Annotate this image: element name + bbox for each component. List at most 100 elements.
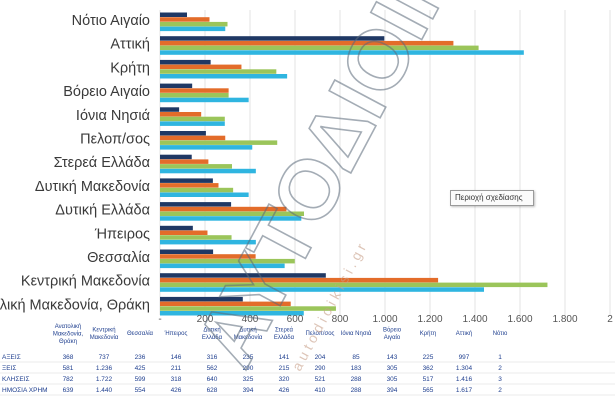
bar <box>160 131 206 136</box>
table-header: Νότιο <box>493 330 508 337</box>
bar <box>160 183 219 188</box>
bar <box>160 192 249 197</box>
x-tick-label: 2 <box>607 314 613 325</box>
category-label: Θεσσαλία <box>87 250 150 266</box>
bar <box>160 74 288 79</box>
table-cell: 394 <box>387 387 398 394</box>
table-cell: 1.617 <box>456 387 473 394</box>
table-header: Μακεδονία, <box>53 332 84 338</box>
table-cell: 628 <box>207 387 218 394</box>
data-table: ΑνατολικήΜακεδονία,ΘράκηΚεντρικήΜακεδονί… <box>0 323 615 396</box>
table-cell: 320 <box>279 376 290 383</box>
bar <box>160 40 454 46</box>
bar <box>160 239 256 245</box>
x-tick-label: 600 <box>287 314 304 325</box>
x-tick-label: 200 <box>197 314 214 325</box>
table-cell: 316 <box>207 354 218 361</box>
table-cell: 215 <box>279 365 290 372</box>
table-cell: 325 <box>243 376 254 383</box>
bar <box>160 59 211 65</box>
category-label: Βόρειο Αιγαίο <box>63 84 150 100</box>
bar <box>160 263 285 269</box>
x-tick-label: 1.800 <box>552 314 577 325</box>
bar <box>160 287 484 292</box>
bar <box>160 135 226 141</box>
gridlines <box>159 10 611 315</box>
bar <box>160 258 295 264</box>
table-cell: 85 <box>352 354 360 361</box>
bar <box>160 235 232 240</box>
table-cell: 997 <box>459 354 470 361</box>
x-tick-label: 1.000 <box>372 314 397 325</box>
bar <box>160 50 524 55</box>
bar <box>160 17 210 22</box>
category-label: Κεντρική Μακεδονία <box>21 274 150 290</box>
table-header: Ελλάδα <box>202 334 223 341</box>
bar <box>160 306 336 311</box>
table-cell: 410 <box>315 387 326 394</box>
bar <box>160 230 208 235</box>
bar <box>160 69 277 74</box>
table-cell: 1.304 <box>456 365 473 372</box>
table-header: Θεσσαλία <box>127 331 154 337</box>
table-header: Αιγαίο <box>384 335 401 341</box>
table-cell: 639 <box>63 387 74 394</box>
table-cell: 141 <box>279 354 290 361</box>
table-cell: 517 <box>423 376 434 383</box>
category-label: Νότιο Αιγαίο <box>72 13 150 29</box>
table-cell: 183 <box>351 365 362 372</box>
x-tick-label: 800 <box>332 314 349 325</box>
table-row-label: ΚΛΗΣΕΙΣ <box>2 376 30 383</box>
bar <box>160 140 278 145</box>
bar <box>160 64 242 70</box>
table-cell: 426 <box>279 387 290 394</box>
table-header: Κρήτη <box>420 330 436 337</box>
bar <box>160 216 302 221</box>
table-cell: 565 <box>423 387 434 394</box>
bar <box>160 273 326 278</box>
bar <box>160 249 214 254</box>
table-row-label: ΑΞΕΙΣ <box>2 354 21 361</box>
bar <box>160 88 229 93</box>
table-cell: 782 <box>63 376 74 383</box>
bar <box>160 12 187 17</box>
x-tick-labels: - 200 400 600 800 1.000 1.200 1.400 1.600 1.800 2 <box>158 314 613 325</box>
table-cell: 1.440 <box>96 387 113 394</box>
table-cell: 1.722 <box>96 376 113 383</box>
table-header: Δυτική <box>239 327 256 334</box>
bar <box>160 225 193 231</box>
category-label: Ανατολική Μακεδονία, Θράκη <box>0 297 150 313</box>
bar <box>160 97 249 103</box>
bar <box>160 83 193 89</box>
bar <box>160 202 232 207</box>
x-tick-label: 1.400 <box>462 314 487 325</box>
category-label: Δυτική Μακεδονία <box>35 179 150 195</box>
table-cell: 235 <box>243 354 254 361</box>
table-cell: 362 <box>423 365 434 372</box>
table-cell: 3 <box>498 376 502 383</box>
table-row-label: ΗΜΟΣΙΑ ΧΡΗΜ <box>2 387 48 394</box>
table-cell: 1 <box>498 354 502 361</box>
table-header: Ελλάδα <box>274 334 295 341</box>
table-header: Κεντρική <box>92 327 115 334</box>
table-header: Στερεά <box>275 327 294 334</box>
table-cell: 236 <box>135 354 146 361</box>
table-header: Ανατολική <box>55 323 82 330</box>
table-cell: 2 <box>498 387 502 394</box>
bar <box>160 311 304 316</box>
bar <box>160 168 256 174</box>
table-cell: 290 <box>243 365 254 372</box>
bar <box>160 206 287 212</box>
table-cell: 204 <box>315 354 326 361</box>
table-cell: 1.416 <box>456 376 473 383</box>
category-label: Δυτική Ελλάδα <box>55 203 150 219</box>
x-tick-label: 1.600 <box>507 314 532 325</box>
bar <box>160 45 479 51</box>
bar <box>160 107 180 112</box>
bar <box>160 112 202 117</box>
table-cell: 737 <box>99 354 110 361</box>
table-cell: 1.236 <box>96 365 113 372</box>
table-cell: 2 <box>498 365 502 372</box>
table-cell: 288 <box>351 376 362 383</box>
